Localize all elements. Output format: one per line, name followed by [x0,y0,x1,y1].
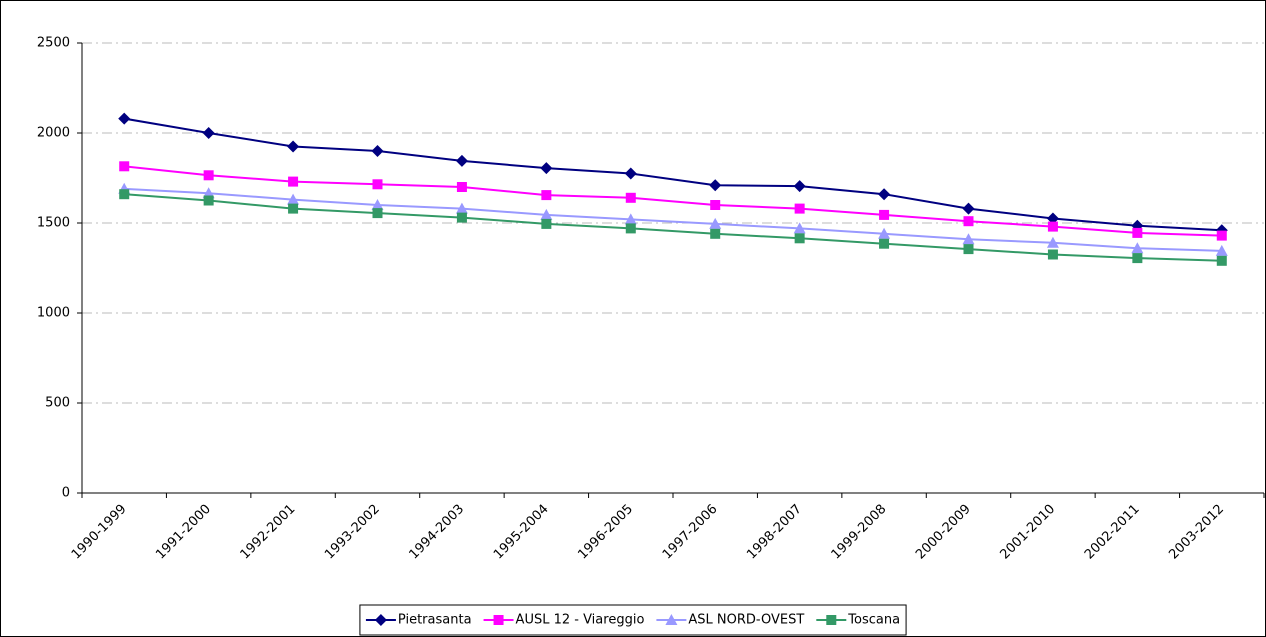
marker [202,127,215,139]
legend: Pietrasanta AUSL 12 - Viareggio ASL NORD-O… [359,604,907,636]
marker [203,170,214,181]
marker [1132,227,1143,238]
marker [1216,255,1227,266]
y-tick-label: 500 [45,396,70,411]
marker [540,162,553,175]
marker [456,212,467,223]
marker [963,216,974,227]
marker [709,179,722,192]
marker [1216,230,1227,241]
marker [372,179,383,190]
marker [710,228,721,239]
marker [879,209,890,220]
marker [288,176,299,187]
marker [710,200,721,210]
marker [962,233,975,245]
legend-marker [826,615,837,625]
marker [962,202,975,215]
marker [287,140,300,153]
marker [625,223,636,234]
marker [1215,244,1228,256]
legend-box [359,604,907,636]
legend-marker [374,614,387,626]
marker [288,203,299,214]
marker [878,188,891,201]
marker [456,182,467,192]
marker [118,112,131,125]
y-tick-label: 0 [62,486,70,501]
series-line [124,193,1222,262]
marker [794,233,805,244]
marker [1047,249,1058,260]
y-tick-label: 2500 [37,36,70,51]
legend-marker [493,615,504,625]
marker [1132,253,1143,264]
marker [1046,212,1059,225]
marker [794,203,805,214]
marker [793,180,806,193]
y-tick-label: 2000 [37,126,70,141]
marker [287,193,300,205]
marker [371,145,384,157]
marker [624,167,637,180]
y-tick-label: 1000 [37,306,70,321]
legend-label: ASL NORD-OVEST [688,613,804,628]
marker [1046,236,1059,248]
legend-label: Toscana [847,613,900,628]
series-line [124,187,1222,252]
marker [119,189,130,200]
marker [709,217,722,229]
marker [540,208,553,220]
marker [1131,242,1144,254]
y-tick-label: 1500 [37,216,70,231]
marker [371,199,384,210]
marker [541,218,552,229]
legend-marker [665,614,678,625]
marker [963,244,974,255]
marker [624,213,637,225]
legend-label: AUSL 12 - Viareggio [516,613,645,628]
marker [878,227,891,239]
marker [793,222,806,234]
marker [203,195,214,206]
marker [372,208,383,219]
marker [119,161,130,172]
marker [879,238,890,249]
marker [455,202,468,214]
marker [1047,221,1058,232]
series-line [124,165,1222,237]
marker [625,192,636,203]
series-line [124,117,1222,232]
marker [541,190,552,201]
marker [455,154,468,167]
legend-label: Pietrasanta [398,613,472,628]
